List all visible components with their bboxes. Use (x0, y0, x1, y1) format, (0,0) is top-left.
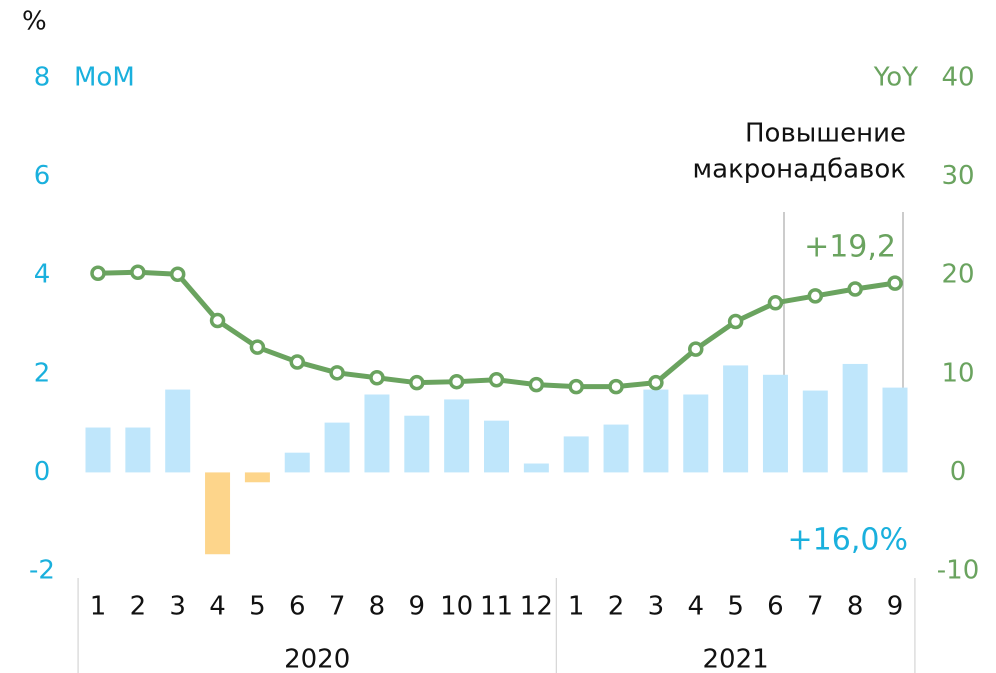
bar (882, 387, 908, 473)
bar (523, 463, 549, 473)
point (169, 266, 186, 282)
x-tick-label: 7 (807, 592, 824, 622)
point (648, 374, 664, 391)
point (847, 281, 863, 297)
bar (683, 394, 709, 473)
x-tick-label: 7 (329, 592, 346, 622)
x-tick-label: 6 (767, 592, 784, 622)
x-tick-label: 3 (169, 592, 186, 622)
group-label: 2021 (703, 645, 769, 673)
bar (125, 427, 151, 473)
x-tick-label: 2 (608, 592, 625, 622)
x-tick-label: 12 (520, 592, 553, 622)
x-tick-label: 8 (847, 592, 864, 622)
annotation: макронадбавок (693, 155, 906, 185)
x-tick-label: 8 (369, 592, 386, 622)
bar (563, 436, 589, 473)
bar (842, 363, 868, 473)
left-axis-name: MoM (74, 63, 135, 93)
annotation: Повышение (745, 119, 906, 149)
bar (762, 374, 788, 473)
y2-tick-label: 20 (941, 260, 974, 290)
bar (643, 389, 669, 473)
y2-tick-label: 40 (941, 63, 974, 93)
bar (284, 452, 310, 473)
y-tick-label: 6 (34, 161, 51, 191)
y2-tick-label: 0 (950, 457, 967, 487)
point (887, 275, 903, 291)
x-tick-label: 9 (887, 592, 904, 622)
point (688, 341, 704, 357)
x-tick-label: 5 (249, 592, 266, 622)
x-tick-label: 9 (409, 592, 426, 622)
group-label: 2020 (284, 645, 350, 673)
bar (364, 394, 390, 473)
bar (603, 424, 629, 473)
point (767, 295, 784, 311)
point (209, 312, 226, 329)
x-tick-label: 11 (480, 592, 513, 622)
point (369, 369, 385, 386)
point (807, 288, 824, 304)
point (488, 371, 505, 388)
point (329, 365, 345, 381)
x-tick-label: 3 (648, 592, 665, 622)
bar (165, 389, 191, 473)
point (568, 378, 584, 395)
unit-label: % (22, 7, 47, 37)
point (289, 354, 305, 370)
annotation: +19,2 (804, 230, 896, 265)
x-tick-label: 6 (289, 592, 306, 622)
bar (404, 415, 430, 473)
line (97, 269, 896, 390)
point (608, 378, 624, 395)
right-axis-name: YoY (873, 63, 918, 93)
point (130, 264, 146, 280)
y-tick-label: 0 (34, 457, 51, 487)
point (409, 374, 425, 391)
x-tick-label: 1 (568, 592, 585, 622)
point (448, 373, 465, 390)
point (727, 313, 744, 330)
x-tick-label: 4 (209, 592, 226, 622)
y2-tick-label: -10 (937, 556, 979, 586)
x-tick-label: 5 (727, 592, 744, 622)
point (249, 339, 266, 355)
y2-tick-label: 30 (941, 161, 974, 191)
bar (723, 365, 749, 473)
x-tick-label: 4 (687, 592, 704, 622)
x-tick-label: 2 (130, 592, 147, 622)
bar (444, 399, 470, 473)
point (90, 265, 106, 281)
y-tick-label: 4 (34, 260, 51, 290)
annotation: +16,0% (788, 523, 908, 558)
point (528, 376, 545, 393)
y-tick-label: 2 (34, 358, 51, 388)
y2-tick-label: 10 (941, 358, 974, 388)
x-tick-label: 10 (440, 592, 473, 622)
bar (85, 427, 111, 473)
y-tick-label: 8 (34, 63, 51, 93)
bar (244, 472, 270, 483)
bar (205, 472, 231, 555)
y-tick-label: -2 (29, 556, 55, 586)
x-tick-label: 1 (90, 592, 107, 622)
bar (484, 420, 509, 473)
bar (802, 390, 828, 473)
bar (324, 422, 350, 473)
